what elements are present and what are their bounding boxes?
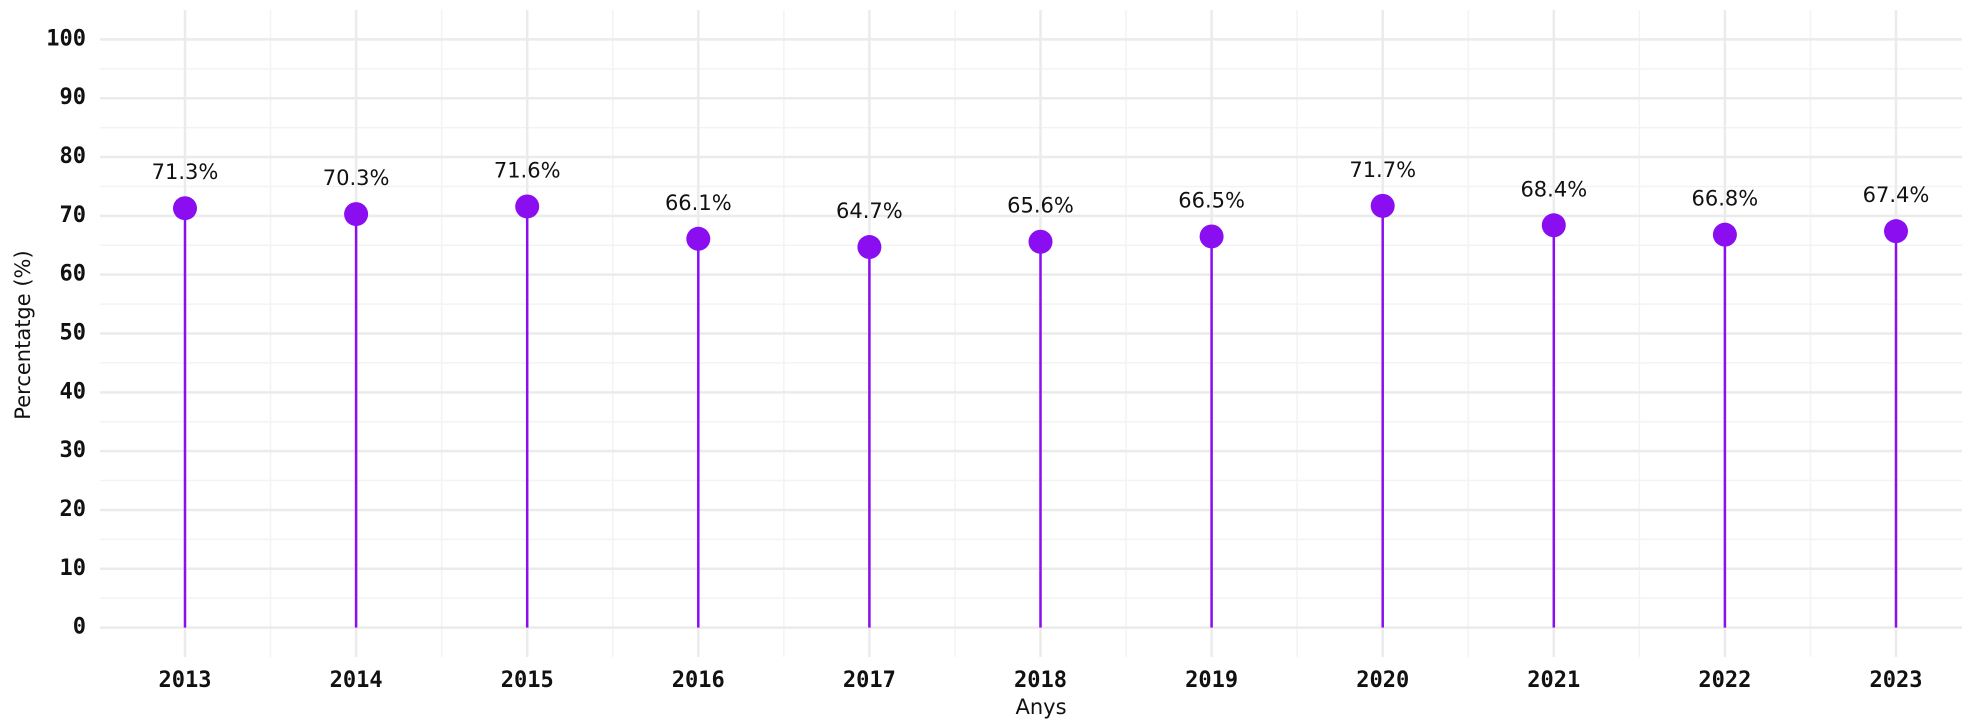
point	[1541, 213, 1566, 238]
y-tick-label: 20	[60, 497, 87, 522]
x-tick-label: 2015	[501, 668, 554, 693]
y-tick-label: 40	[60, 379, 87, 404]
x-tick-label: 2014	[330, 668, 383, 693]
x-tick-label: 2016	[672, 668, 725, 693]
point	[1884, 219, 1908, 244]
y-tick-label: 90	[60, 85, 87, 110]
value-label: 66.1%	[665, 191, 732, 215]
point	[173, 196, 197, 221]
x-tick-label: 2021	[1527, 668, 1580, 693]
y-tick-label: 50	[60, 321, 87, 346]
x-tick-label: 2022	[1698, 668, 1751, 693]
value-label: 67.4%	[1863, 183, 1930, 207]
x-tick-label: 2020	[1356, 668, 1409, 693]
y-tick-label: 80	[60, 144, 87, 169]
value-label: 66.8%	[1692, 187, 1759, 211]
y-axis-title: Percentatge (%)	[11, 250, 35, 419]
value-label: 68.4%	[1520, 177, 1587, 201]
point	[1028, 229, 1053, 254]
value-label: 64.7%	[836, 199, 903, 223]
point	[1712, 222, 1737, 247]
value-label: 65.6%	[1007, 194, 1074, 218]
value-label: 70.3%	[323, 166, 390, 190]
y-tick-label: 70	[60, 203, 87, 228]
point	[1370, 193, 1395, 218]
x-tick-label: 2018	[1014, 668, 1067, 693]
x-tick-label: 2013	[159, 668, 212, 693]
y-tick-label: 60	[60, 262, 87, 287]
value-label: 66.5%	[1178, 188, 1245, 212]
point	[686, 226, 711, 251]
y-tick-label: 10	[60, 556, 87, 581]
x-tick-label: 2023	[1870, 668, 1923, 693]
point	[515, 194, 540, 219]
point	[344, 202, 369, 227]
y-tick-label: 100	[46, 26, 86, 51]
value-label: 71.6%	[494, 158, 561, 182]
point	[1199, 224, 1224, 249]
y-tick-label: 0	[73, 615, 86, 640]
value-label: 71.3%	[152, 160, 219, 184]
point	[857, 235, 882, 260]
y-tick-label: 30	[60, 438, 87, 463]
value-label: 71.7%	[1349, 158, 1416, 182]
x-axis-title: Anys	[1015, 695, 1066, 719]
x-tick-label: 2019	[1185, 668, 1238, 693]
x-tick-label: 2017	[843, 668, 896, 693]
